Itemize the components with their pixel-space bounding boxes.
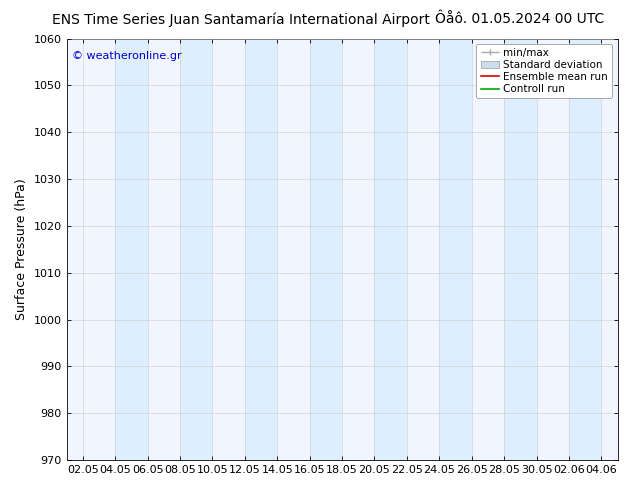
Bar xyxy=(439,39,472,460)
Bar xyxy=(569,39,602,460)
Bar xyxy=(309,39,342,460)
Bar xyxy=(504,39,536,460)
Text: ENS Time Series Juan Santamaría International Airport: ENS Time Series Juan Santamaría Internat… xyxy=(52,12,430,27)
Bar xyxy=(115,39,148,460)
Y-axis label: Surface Pressure (hPa): Surface Pressure (hPa) xyxy=(15,178,28,320)
Bar xyxy=(245,39,277,460)
Legend: min/max, Standard deviation, Ensemble mean run, Controll run: min/max, Standard deviation, Ensemble me… xyxy=(476,44,612,98)
Text: © weatheronline.gr: © weatheronline.gr xyxy=(72,51,182,61)
Text: Ôåô. 01.05.2024 00 UTC: Ôåô. 01.05.2024 00 UTC xyxy=(436,12,604,26)
Bar xyxy=(180,39,212,460)
Bar xyxy=(375,39,407,460)
